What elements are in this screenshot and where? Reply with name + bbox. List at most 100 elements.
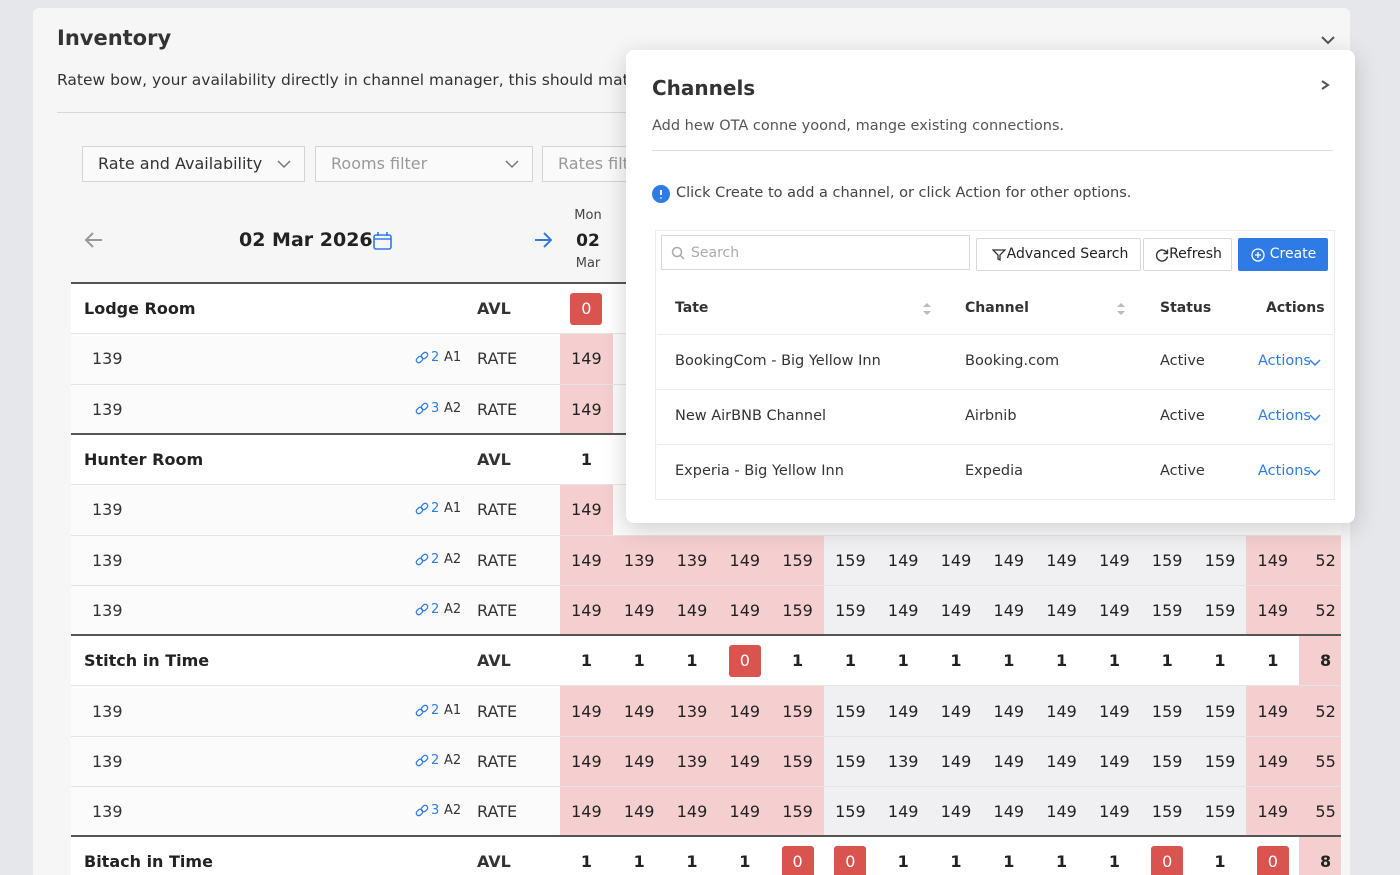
row-kind: RATE <box>477 349 518 369</box>
cell <box>612 837 667 875</box>
cell-value: 159 <box>1204 600 1236 620</box>
cell-value: 1 <box>580 852 592 872</box>
cell-value: 149 <box>887 600 919 620</box>
cell-value: 55 <box>1315 751 1336 771</box>
cell-value: 149 <box>571 701 602 721</box>
cell <box>1246 535 1300 586</box>
cell <box>665 585 719 637</box>
cell <box>1299 585 1341 637</box>
link-icon <box>415 754 429 767</box>
cell <box>718 686 772 737</box>
cell <box>1140 787 1195 838</box>
rate-label: 139 <box>92 751 123 771</box>
cell-value: 55 <box>1315 802 1336 822</box>
calendar-icon[interactable] <box>372 231 393 251</box>
cell-value: 159 <box>1151 802 1183 822</box>
rate-tag: A1 <box>444 702 462 718</box>
actions-link[interactable]: Actions <box>1258 353 1311 369</box>
cell <box>876 636 931 687</box>
cell-value: 149 <box>1257 550 1289 570</box>
cell <box>1140 535 1195 586</box>
close-icon[interactable] <box>1319 79 1331 91</box>
link-icon <box>415 553 429 565</box>
prev-arrow[interactable] <box>84 231 104 249</box>
cell-value: 149 <box>993 802 1025 822</box>
cell-value: 149 <box>940 751 972 771</box>
actions-link[interactable]: Actions <box>1258 463 1311 479</box>
cell <box>718 535 772 586</box>
link-icon <box>415 804 429 817</box>
cell-value: 1 <box>1108 852 1120 872</box>
sort-icon[interactable] <box>1116 301 1126 317</box>
cell <box>824 585 878 637</box>
cell-text: New AirBNB Channel <box>675 408 827 424</box>
row-kind: AVL <box>477 299 511 319</box>
cell <box>982 636 1036 687</box>
search-placeholder: Search <box>691 245 740 261</box>
row-separator <box>657 389 1333 390</box>
cell-text: Active <box>1160 463 1205 479</box>
sort-icon[interactable] <box>922 301 932 317</box>
cell <box>1299 686 1341 737</box>
cell <box>560 636 614 687</box>
advanced-search-button[interactable]: Advanced Search <box>976 238 1141 271</box>
next-arrow[interactable] <box>533 231 553 249</box>
link-count: 2 <box>431 601 440 617</box>
cell <box>929 736 983 787</box>
cell <box>1193 787 1247 838</box>
cell <box>1140 736 1195 787</box>
rate-label: 139 <box>92 550 123 570</box>
cell <box>771 736 825 787</box>
column-header: Tate <box>675 300 709 316</box>
cell <box>560 485 614 536</box>
cell <box>982 837 1036 875</box>
divider <box>57 112 627 113</box>
rate-tag: A2 <box>444 601 462 617</box>
cell-value: 149 <box>571 600 602 620</box>
search-input[interactable] <box>661 235 970 270</box>
cell-value: 159 <box>782 751 813 771</box>
info-text: Click Create to add a channel, or click … <box>676 185 1132 201</box>
filter-select[interactable]: Rooms filter <box>315 146 533 182</box>
cell <box>982 736 1036 787</box>
cell <box>560 736 614 787</box>
rate-label: 139 <box>92 701 123 721</box>
zero-badge: 0 <box>728 645 761 678</box>
cell <box>1140 636 1195 687</box>
link-count: 2 <box>431 350 440 366</box>
row-separator <box>71 584 1341 586</box>
rate-label: 139 <box>92 802 123 822</box>
cell-value: 1 <box>580 651 592 671</box>
cell-value: 149 <box>1099 802 1130 822</box>
cell-value: 149 <box>887 701 919 721</box>
cell-value: 149 <box>729 701 761 721</box>
month: Mar <box>575 256 601 271</box>
link-count: 3 <box>431 803 440 819</box>
cell-value: 149 <box>940 701 972 721</box>
cell <box>1035 787 1089 838</box>
rate-tag: A2 <box>444 752 462 768</box>
cell <box>982 686 1036 737</box>
cell <box>876 686 931 737</box>
cell-value: 1 <box>1056 651 1068 671</box>
create-button[interactable]: Create <box>1238 238 1328 271</box>
cell <box>718 585 772 637</box>
cell <box>665 686 719 737</box>
actions-link[interactable]: Actions <box>1258 408 1311 424</box>
cell <box>560 434 614 486</box>
row-separator <box>71 534 1341 536</box>
chevron <box>277 160 291 169</box>
collapse-icon[interactable] <box>1320 34 1336 46</box>
cell-value: 149 <box>729 802 761 822</box>
cell <box>1246 585 1300 637</box>
row-kind: AVL <box>477 450 511 470</box>
row-kind: RATE <box>477 550 518 570</box>
cell <box>612 686 667 737</box>
cell <box>560 787 614 838</box>
row-separator <box>657 444 1333 445</box>
refresh-button[interactable]: Refresh <box>1143 238 1232 271</box>
cell <box>1193 686 1247 737</box>
cell-value: 159 <box>782 802 813 822</box>
filter-select[interactable]: Rate and Availability <box>82 146 305 182</box>
cell-value: 1 <box>739 852 751 872</box>
